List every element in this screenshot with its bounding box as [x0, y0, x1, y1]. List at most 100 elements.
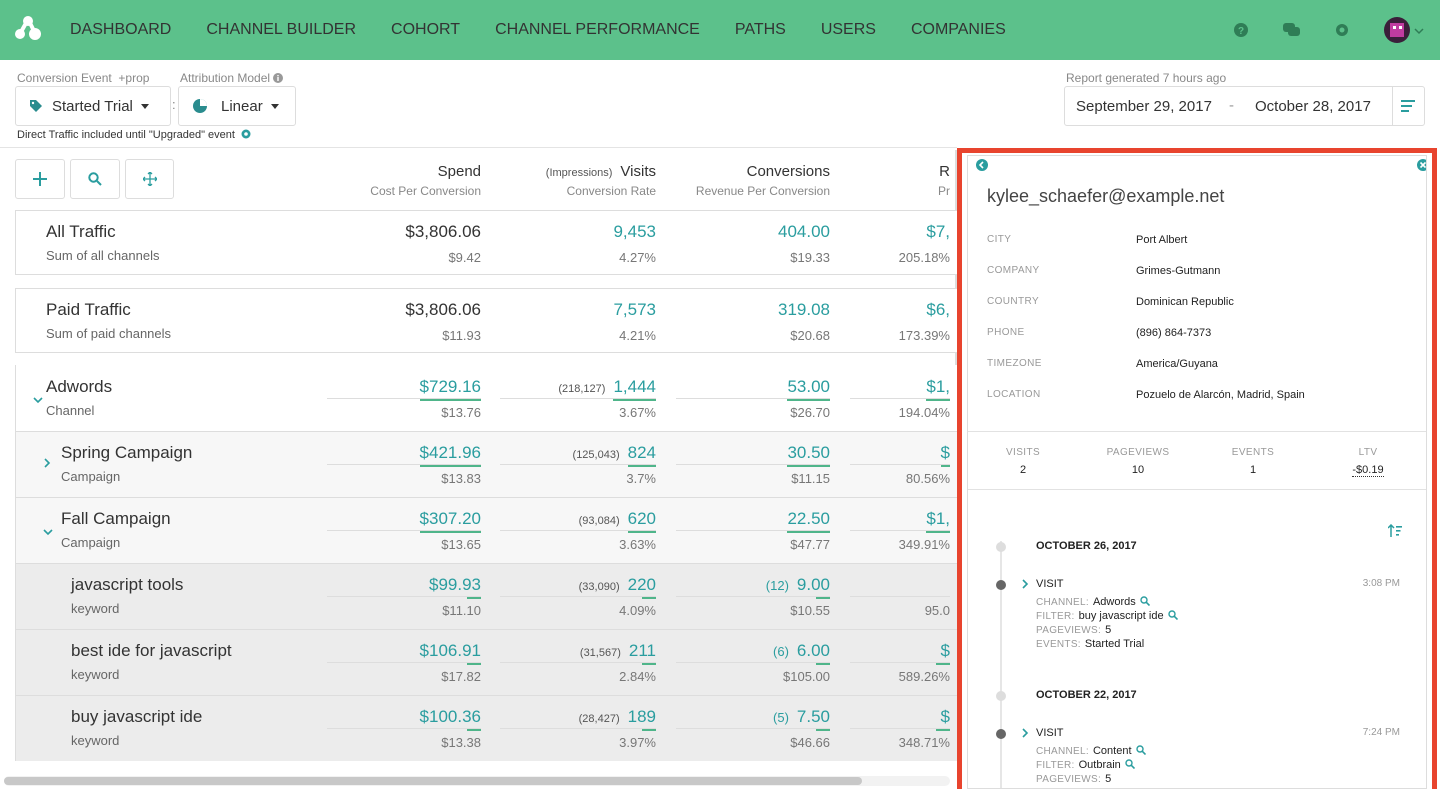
cell-value[interactable]: $3,806.06	[405, 222, 481, 245]
row-title[interactable]: All Traffic	[46, 222, 116, 242]
cell-value[interactable]: $106.91	[420, 641, 481, 664]
field-value: Grimes-Gutmann	[1136, 264, 1220, 278]
cell-sub: 2.84%	[619, 669, 656, 684]
stat-value: 1	[1203, 464, 1303, 476]
column-header[interactable]: Conversions	[747, 163, 830, 180]
cell-value[interactable]: $3,806.06	[405, 300, 481, 323]
cell-value[interactable]: 211	[629, 641, 656, 664]
filter-search-icon[interactable]	[1140, 596, 1150, 606]
row-title[interactable]: best ide for javascript	[71, 641, 232, 661]
nav-item[interactable]: PATHS	[735, 21, 786, 39]
cell-value[interactable]: 53.00	[787, 377, 830, 400]
nav-item[interactable]: COHORT	[391, 21, 460, 39]
row-title[interactable]: Paid Traffic	[46, 300, 131, 320]
row-title[interactable]: Adwords	[46, 377, 112, 397]
cell-value[interactable]: 620	[628, 509, 656, 532]
handle	[1131, 765, 1134, 768]
scrollbar-thumb[interactable]	[4, 777, 862, 785]
cell-value[interactable]: $729.16	[420, 377, 481, 400]
column-header[interactable]: (Impressions)Visits	[546, 163, 656, 180]
event-type[interactable]: VISIT	[1036, 727, 1064, 739]
row-title[interactable]: Fall Campaign	[61, 509, 171, 529]
event-dropdown[interactable]: Started Trial	[15, 86, 171, 126]
cell-value[interactable]: $	[941, 443, 950, 466]
nav-item[interactable]: CHANNEL BUILDER	[206, 21, 356, 39]
column-header[interactable]: Spend	[438, 163, 481, 180]
cell-value[interactable]: 9,453	[613, 222, 656, 245]
menu-icon[interactable]	[1401, 100, 1417, 112]
nav-item[interactable]: DASHBOARD	[70, 21, 171, 39]
cell-top: $100.36	[420, 707, 481, 730]
cell-value[interactable]: 7.50	[797, 707, 830, 730]
back-button[interactable]	[976, 159, 988, 171]
cell-value[interactable]: $307.20	[420, 509, 481, 532]
stat-number[interactable]: -$0.19	[1352, 464, 1383, 477]
cell-top: (5) 7.50	[773, 707, 830, 730]
value-underline	[628, 465, 656, 467]
date-range[interactable]: September 29, 2017 - October 28, 2017	[1064, 86, 1425, 126]
cell-value[interactable]: $100.36	[420, 707, 481, 730]
expand-toggle[interactable]	[43, 527, 53, 537]
cell-value[interactable]: 7,573	[613, 300, 656, 323]
event-type[interactable]: VISIT	[1036, 578, 1064, 590]
cell-value[interactable]: 189	[628, 707, 656, 730]
cell-value[interactable]: $	[941, 641, 950, 664]
filter-search-icon[interactable]	[1125, 759, 1135, 769]
cell-value[interactable]: 30.50	[787, 443, 830, 466]
cell-value[interactable]: $6,	[926, 300, 950, 323]
cell-value[interactable]: 6.00	[797, 641, 830, 664]
search-button[interactable]	[70, 159, 120, 199]
cell-value[interactable]: $1,	[926, 377, 950, 400]
settings-icon[interactable]	[1335, 23, 1349, 37]
nav-item[interactable]: CHANNEL PERFORMANCE	[495, 21, 700, 39]
expand-toggle[interactable]	[1020, 728, 1030, 738]
expand-toggle[interactable]	[33, 395, 43, 405]
cell-value[interactable]: $7,	[926, 222, 950, 245]
row-title[interactable]: Spring Campaign	[61, 443, 192, 463]
label: Conversion Event	[17, 71, 112, 85]
move-button[interactable]	[125, 159, 174, 199]
filter-search-icon[interactable]	[1136, 745, 1146, 755]
event-detail: PAGEVIEWS:5	[1036, 769, 1111, 787]
cell-value[interactable]: 824	[628, 443, 656, 466]
cell-value[interactable]: 1,444	[613, 377, 656, 400]
cell-value[interactable]: $1,	[926, 509, 950, 532]
cell-sub: $20.68	[790, 328, 830, 343]
cell-value[interactable]: $	[941, 707, 950, 730]
avatar[interactable]	[1384, 17, 1426, 45]
row-title[interactable]: javascript tools	[71, 575, 183, 595]
help-icon[interactable]: ?	[1234, 23, 1248, 37]
cell-value[interactable]: 404.00	[778, 222, 830, 245]
cell-value[interactable]: 22.50	[787, 509, 830, 532]
nav-item[interactable]: COMPANIES	[911, 21, 1006, 39]
gear-icon[interactable]	[241, 129, 251, 139]
field-value: (896) 864-7373	[1136, 326, 1211, 340]
lens	[1141, 597, 1147, 603]
row-title[interactable]: buy javascript ide	[71, 707, 202, 727]
cell-value[interactable]: 319.08	[778, 300, 830, 323]
cell-value[interactable]: $99.93	[429, 575, 481, 598]
close-button[interactable]	[1417, 159, 1427, 171]
info-icon[interactable]	[273, 73, 283, 83]
nav-item[interactable]: USERS	[821, 21, 876, 39]
cell-value[interactable]: 9.00	[797, 575, 830, 598]
sort-icon[interactable]	[1388, 524, 1402, 538]
model-dropdown[interactable]: Linear	[178, 86, 296, 126]
logo[interactable]	[14, 15, 42, 41]
cell-top: $106.91	[420, 641, 481, 664]
cell-value[interactable]: $421.96	[420, 443, 481, 466]
add-button[interactable]	[15, 159, 65, 199]
expand-toggle[interactable]	[1020, 579, 1030, 589]
prop-link[interactable]: +prop	[118, 71, 149, 85]
expand-toggle[interactable]	[42, 458, 52, 468]
column-header[interactable]: R	[939, 163, 950, 180]
chat-icon[interactable]	[1283, 23, 1301, 37]
conversion-count: (5)	[773, 710, 789, 725]
chevron	[1023, 580, 1027, 588]
cell-sub: $13.38	[441, 735, 481, 750]
timeline-date: OCTOBER 26, 2017	[1036, 540, 1137, 552]
cell-value[interactable]: 220	[628, 575, 656, 598]
stat-number: 10	[1132, 464, 1144, 476]
filter-search-icon[interactable]	[1168, 610, 1178, 620]
